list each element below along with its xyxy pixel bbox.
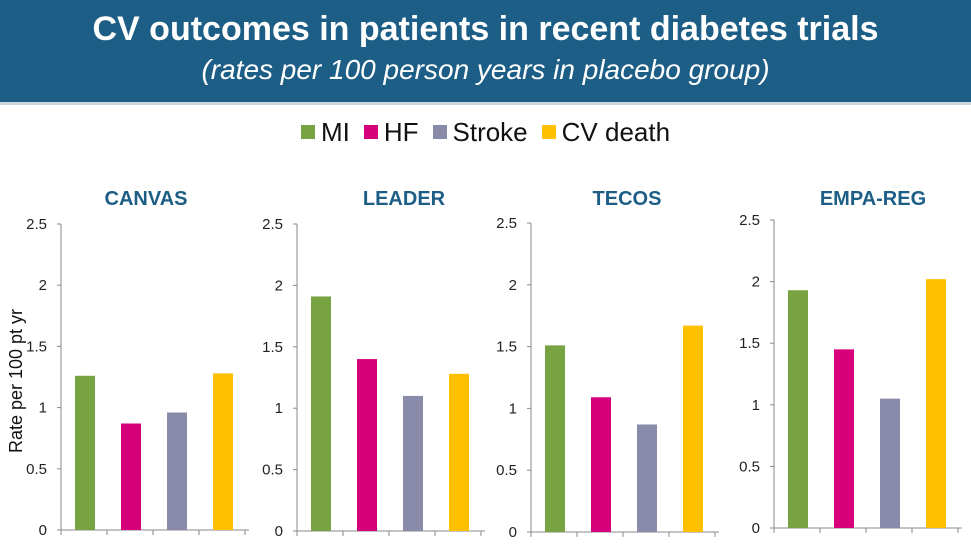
bar-leader-hf — [357, 359, 377, 531]
y-tick-label-tecos: 1 — [509, 400, 517, 417]
bar-tecos-hf — [591, 397, 611, 532]
y-tick-label-tecos: 2.5 — [496, 215, 517, 232]
bar-empa-reg-mi — [788, 290, 808, 528]
panel-title-canvas: CANVAS — [105, 188, 188, 210]
y-tick-label-leader: 0.5 — [262, 462, 283, 479]
legend-item-stroke: Stroke — [432, 116, 528, 148]
bar-tecos-stroke — [637, 424, 657, 532]
y-axis-label: Rate per 100 pt yr — [6, 309, 26, 453]
bar-empa-reg-hf — [834, 349, 854, 528]
legend-swatch-mi — [300, 125, 315, 139]
legend-label-mi: MI — [320, 116, 350, 147]
bar-leader-mi — [311, 296, 331, 531]
legend-item-hf: HF — [363, 116, 419, 148]
bar-canvas-cv-death — [213, 373, 233, 530]
y-tick-label-leader: 2.5 — [262, 216, 283, 233]
legend-label-stroke: Stroke — [452, 116, 528, 147]
page-subtitle: (rates per 100 person years in placebo g… — [201, 54, 770, 85]
bar-leader-stroke — [403, 395, 423, 531]
legend-swatch-hf — [363, 125, 378, 139]
bar-canvas-hf — [121, 423, 141, 530]
y-tick-label-tecos: 0.5 — [496, 462, 517, 479]
y-tick-label-leader: 1 — [275, 400, 283, 417]
y-tick-label-canvas: 2.5 — [26, 216, 47, 233]
y-tick-label-tecos: 1.5 — [496, 339, 517, 356]
y-tick-label-tecos: 2 — [509, 277, 517, 294]
y-tick-label-empa-reg: 2.5 — [739, 212, 760, 229]
legend-item-mi: MI — [300, 116, 350, 148]
y-tick-label-empa-reg: 0 — [752, 520, 760, 537]
panel-title-tecos: TECOS — [593, 188, 662, 210]
bar-leader-cv-death — [449, 373, 469, 531]
y-tick-label-canvas: 1 — [39, 400, 47, 417]
panel-title-empa-reg: EMPA-REG — [820, 188, 926, 210]
y-tick-label-canvas: 2 — [39, 277, 47, 294]
y-tick-label-empa-reg: 2 — [752, 274, 760, 291]
bar-canvas-mi — [75, 375, 95, 530]
y-tick-label-leader: 0 — [275, 523, 283, 540]
y-tick-label-empa-reg: 1 — [752, 397, 760, 414]
legend-label-hf: HF — [383, 116, 419, 147]
bar-tecos-mi — [545, 345, 565, 532]
legend-label-cv-death: CV death — [561, 116, 671, 147]
legend-swatch-stroke — [432, 125, 447, 139]
y-tick-label-canvas: 0 — [39, 522, 47, 539]
y-tick-label-leader: 2 — [275, 277, 283, 294]
bar-tecos-cv-death — [683, 325, 703, 532]
y-tick-label-tecos: 0 — [509, 524, 517, 541]
y-tick-label-empa-reg: 1.5 — [739, 335, 760, 352]
legend-item-cv-death: CV death — [541, 116, 671, 148]
panel-title-leader: LEADER — [363, 188, 446, 210]
y-tick-label-empa-reg: 0.5 — [739, 458, 760, 475]
y-tick-label-leader: 1.5 — [262, 339, 283, 356]
bar-canvas-stroke — [167, 412, 187, 530]
y-tick-label-canvas: 1.5 — [26, 338, 47, 355]
legend-swatch-cv-death — [541, 125, 556, 139]
header-banner: CV outcomes in patients in recent diabet… — [0, 0, 971, 105]
bar-empa-reg-stroke — [880, 398, 900, 528]
y-tick-label-canvas: 0.5 — [26, 461, 47, 478]
legend: MI HF Stroke CV death — [0, 116, 971, 148]
page-title: CV outcomes in patients in recent diabet… — [92, 10, 879, 48]
bar-empa-reg-cv-death — [926, 279, 946, 528]
